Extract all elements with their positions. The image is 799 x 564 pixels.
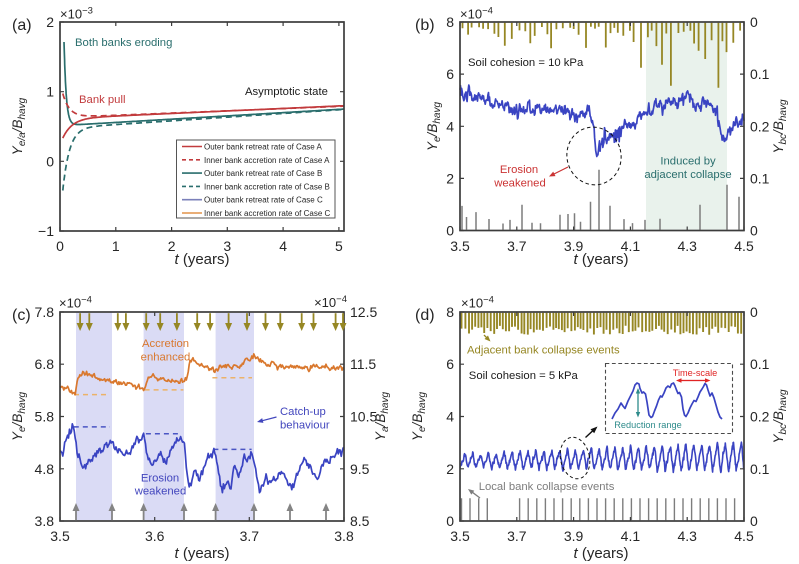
svg-text:0: 0 [750, 304, 758, 320]
svg-text:t (years): t (years) [573, 545, 628, 562]
svg-text:12.5: 12.5 [350, 304, 377, 320]
svg-text:Inner bank accretion rate of C: Inner bank accretion rate of Case C [204, 209, 331, 218]
svg-text:3.5: 3.5 [450, 528, 470, 544]
svg-text:0.1: 0.1 [750, 66, 770, 82]
svg-text:3.8: 3.8 [35, 513, 55, 529]
svg-text:4: 4 [279, 238, 287, 254]
svg-text:Time-scale: Time-scale [673, 368, 718, 378]
svg-text:8: 8 [446, 14, 454, 30]
svg-text:3.8: 3.8 [334, 528, 354, 544]
svg-text:Catch-up: Catch-up [280, 406, 326, 418]
svg-text:Erosion: Erosion [500, 164, 538, 176]
svg-text:Local bank collapse events: Local bank collapse events [479, 481, 615, 493]
svg-text:0.2: 0.2 [750, 118, 770, 134]
svg-text:4.3: 4.3 [677, 238, 697, 254]
svg-text:Outer bank retreat rate of Cas: Outer bank retreat rate of Case B [204, 169, 322, 178]
svg-text:0.1: 0.1 [750, 170, 770, 186]
svg-text:3.7: 3.7 [240, 528, 260, 544]
svg-text:Erosion: Erosion [141, 473, 179, 485]
svg-text:2: 2 [446, 461, 454, 477]
svg-text:Adjacent bank collapse events: Adjacent bank collapse events [467, 345, 620, 357]
svg-text:3.7: 3.7 [507, 528, 527, 544]
svg-text:4.3: 4.3 [677, 528, 697, 544]
svg-text:(d): (d) [415, 307, 435, 324]
svg-text:Reduction range: Reduction range [614, 420, 681, 430]
svg-text:Both banks eroding: Both banks eroding [75, 37, 172, 49]
svg-text:2: 2 [168, 238, 176, 254]
svg-text:(c): (c) [12, 307, 31, 324]
svg-text:Outer bank retreat rate of Cas: Outer bank retreat rate of Case A [204, 143, 323, 152]
svg-text:enhanced: enhanced [141, 352, 191, 364]
svg-text:11.5: 11.5 [350, 356, 376, 372]
svg-text:10.5: 10.5 [350, 409, 377, 425]
svg-text:weakened: weakened [134, 486, 187, 498]
svg-text:7.8: 7.8 [35, 304, 55, 320]
svg-text:4.1: 4.1 [621, 528, 641, 544]
svg-text:0.2: 0.2 [750, 409, 770, 425]
svg-text:(b): (b) [415, 17, 435, 34]
svg-text:6.8: 6.8 [35, 356, 55, 372]
svg-text:1: 1 [112, 238, 120, 254]
svg-text:Inner bank accretion rate of C: Inner bank accretion rate of Case A [204, 156, 330, 165]
svg-text:9.5: 9.5 [350, 461, 370, 477]
svg-text:0.1: 0.1 [750, 356, 770, 372]
svg-text:0: 0 [56, 238, 64, 254]
svg-text:0: 0 [750, 223, 758, 239]
svg-text:8: 8 [446, 304, 454, 320]
svg-text:weakened: weakened [493, 178, 546, 190]
svg-text:4.5: 4.5 [734, 238, 754, 254]
svg-text:6: 6 [446, 66, 454, 82]
svg-text:0: 0 [750, 14, 758, 30]
svg-text:5.8: 5.8 [35, 409, 55, 425]
svg-text:0.1: 0.1 [750, 461, 770, 477]
svg-text:t (years): t (years) [174, 251, 229, 268]
svg-text:5: 5 [335, 238, 343, 254]
svg-text:Asymptotic state: Asymptotic state [245, 86, 328, 98]
svg-text:−1: −1 [38, 223, 54, 239]
svg-text:3.9: 3.9 [564, 238, 584, 254]
svg-text:0: 0 [750, 513, 758, 529]
svg-text:4: 4 [446, 118, 454, 134]
svg-text:0: 0 [446, 513, 454, 529]
svg-text:4: 4 [446, 409, 454, 425]
svg-text:Outer bank retreat rate of Cas: Outer bank retreat rate of Case C [204, 196, 323, 205]
svg-text:2: 2 [446, 170, 454, 186]
svg-text:3.9: 3.9 [564, 528, 584, 544]
svg-text:0: 0 [446, 223, 454, 239]
svg-text:t (years): t (years) [174, 545, 229, 562]
svg-text:Soil cohesion = 5 kPa: Soil cohesion = 5 kPa [469, 370, 579, 382]
svg-text:Induced by: Induced by [660, 156, 716, 168]
svg-text:2: 2 [46, 14, 54, 30]
svg-text:behaviour: behaviour [280, 420, 330, 432]
svg-text:4.1: 4.1 [621, 238, 641, 254]
svg-text:Inner bank accretion rate of C: Inner bank accretion rate of Case B [204, 182, 330, 191]
svg-text:3: 3 [223, 238, 231, 254]
svg-text:Accretion: Accretion [142, 338, 189, 350]
svg-text:3.6: 3.6 [145, 528, 165, 544]
svg-text:t (years): t (years) [573, 251, 628, 268]
svg-text:8.5: 8.5 [350, 513, 370, 529]
svg-text:3.5: 3.5 [50, 528, 70, 544]
svg-text:Soil cohesion = 10 kPa: Soil cohesion = 10 kPa [468, 57, 584, 69]
svg-text:Bank pull: Bank pull [79, 94, 125, 106]
svg-text:3.5: 3.5 [450, 238, 470, 254]
svg-text:3.7: 3.7 [507, 238, 527, 254]
svg-text:4.8: 4.8 [35, 461, 55, 477]
svg-text:1: 1 [46, 84, 54, 100]
svg-text:0: 0 [46, 153, 54, 169]
svg-text:6: 6 [446, 356, 454, 372]
svg-text:4.5: 4.5 [734, 528, 754, 544]
svg-text:adjacent collapse: adjacent collapse [644, 169, 731, 181]
svg-text:(a): (a) [12, 17, 32, 34]
